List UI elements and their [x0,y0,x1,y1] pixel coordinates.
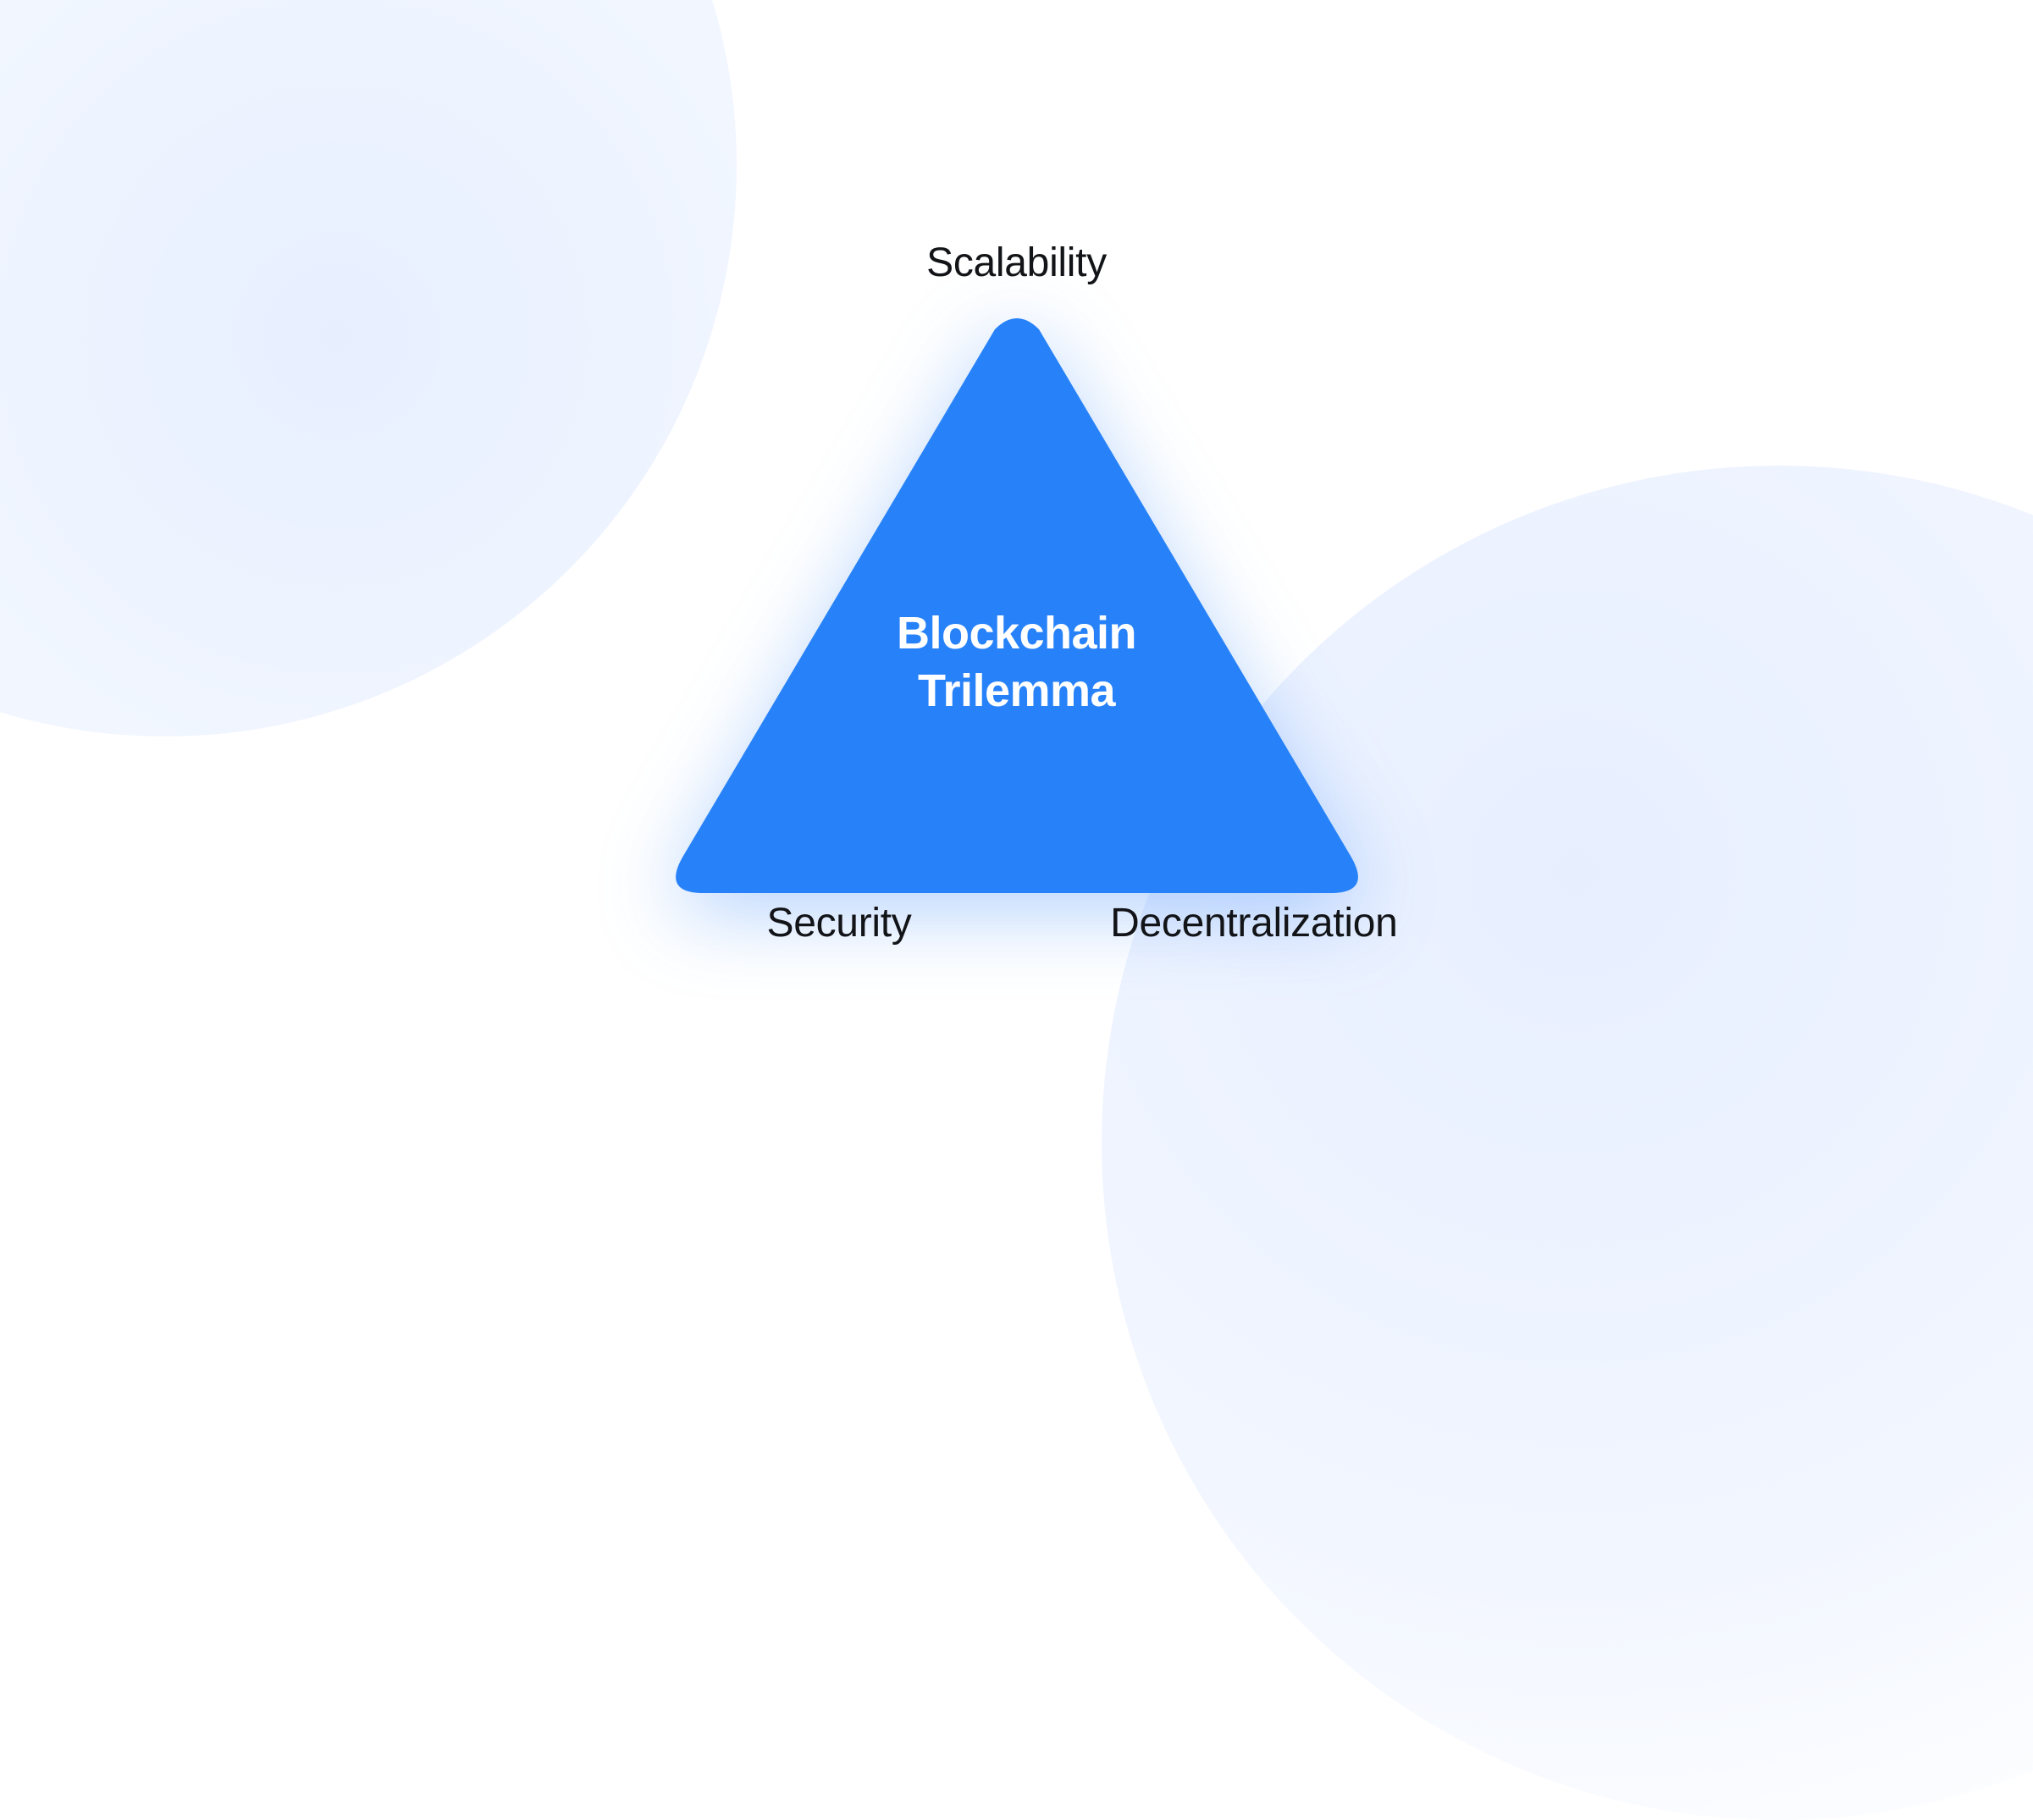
center-label-line-2: Trilemma [897,663,1136,720]
triangle-center-label: Blockchain Trilemma [897,605,1136,720]
vertex-label-top: Scalability [926,240,1107,286]
trilemma-diagram: Blockchain Trilemma Scalability Security… [509,190,1525,952]
vertex-label-bottom-right: Decentralization [1110,900,1397,946]
center-label-line-1: Blockchain [897,605,1136,663]
vertex-label-bottom-left: Security [767,900,912,946]
